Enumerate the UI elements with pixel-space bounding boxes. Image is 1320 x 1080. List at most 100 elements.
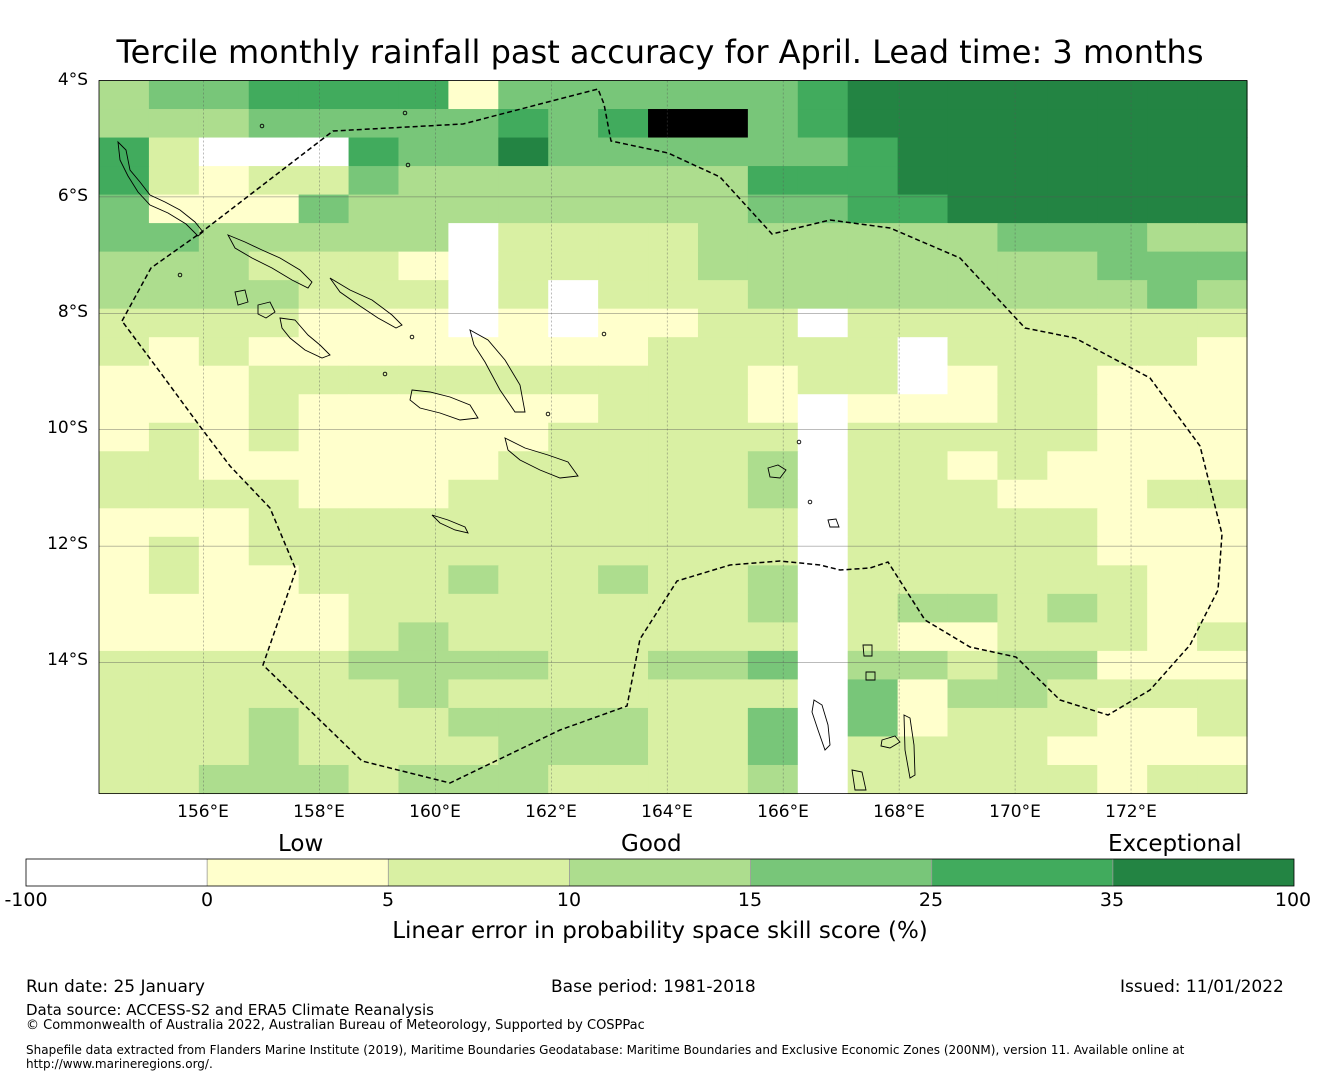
skill-cell (847, 422, 899, 452)
skill-cell (148, 223, 200, 253)
skill-cell (997, 80, 1048, 110)
skill-cell (947, 479, 999, 509)
skill-cell (1197, 166, 1248, 196)
skill-cell (498, 80, 549, 110)
skill-cell (648, 679, 699, 709)
skill-cell (648, 565, 699, 595)
skill-cell (797, 251, 849, 281)
skill-cell (797, 593, 849, 623)
skill-cell (997, 280, 1048, 310)
skill-cell (1147, 137, 1198, 167)
skill-cell (398, 707, 449, 738)
copyright: © Commonwealth of Australia 2022, Austra… (26, 1018, 645, 1033)
island-outline (903, 714, 916, 779)
small-island (382, 371, 388, 377)
skill-cell (598, 166, 649, 196)
skill-cell (897, 166, 949, 196)
island-outline (227, 234, 313, 289)
skill-cell (1047, 280, 1098, 310)
skill-cell (897, 422, 949, 452)
skill-cell (99, 337, 150, 367)
skill-cell (1047, 508, 1098, 538)
island-outline (279, 317, 331, 359)
skill-cell (697, 764, 749, 795)
skill-cell (548, 536, 599, 566)
skill-cell (997, 565, 1048, 595)
skill-cell (198, 365, 250, 395)
skill-cell (448, 536, 499, 566)
skill-cell (847, 337, 899, 367)
skill-cell (448, 736, 499, 766)
skill-cell (1197, 251, 1248, 281)
colorbar-tick: 25 (918, 889, 944, 911)
skill-cell (1197, 394, 1248, 424)
skill-cell (1147, 80, 1198, 110)
skill-cell (148, 593, 200, 623)
skill-cell (747, 337, 799, 367)
skill-cell (747, 764, 799, 795)
skill-cell (897, 736, 949, 766)
skill-cell (747, 622, 799, 652)
skill-cell (648, 508, 699, 538)
skill-cell (448, 308, 499, 338)
skill-cell (198, 394, 250, 424)
skill-cell (648, 736, 699, 766)
skill-cell (1197, 650, 1248, 681)
skill-cell (648, 593, 699, 623)
skill-cell (248, 337, 300, 367)
skill-cell (1047, 736, 1098, 766)
lat-label-4s: 4°S (57, 70, 88, 90)
skill-cell (1197, 137, 1248, 167)
lon-label-166e: 166°E (757, 802, 809, 822)
skill-cell (897, 536, 949, 566)
skill-cell (797, 80, 849, 110)
skill-cell (747, 109, 799, 139)
skill-cell (1147, 508, 1198, 538)
skill-cell (148, 451, 200, 481)
skill-cell (498, 479, 549, 509)
skill-cell (997, 166, 1048, 196)
skill-cell (747, 365, 799, 395)
skill-cell (99, 479, 150, 509)
skill-cell (1047, 622, 1098, 652)
skill-cell (99, 622, 150, 652)
lon-label-168e: 168°E (873, 802, 925, 822)
skill-cell (897, 679, 949, 709)
island-outline (811, 699, 831, 751)
skill-cell (248, 166, 300, 196)
skill-cell (598, 80, 649, 110)
skill-cell (697, 679, 749, 709)
skill-cell (897, 707, 949, 738)
skill-cell (398, 251, 449, 281)
skill-cell (148, 394, 200, 424)
island-outline (862, 644, 873, 657)
skill-cell (1147, 280, 1198, 310)
skill-cell (398, 679, 449, 709)
colorbar-tick: -100 (4, 889, 48, 911)
skill-cell (598, 109, 649, 139)
skill-cell (598, 280, 649, 310)
skill-cell (897, 508, 949, 538)
skill-cell (847, 109, 899, 139)
skill-cell (797, 137, 849, 167)
skill-cell (99, 194, 150, 224)
skill-cell (298, 451, 350, 481)
skill-cell (847, 593, 899, 623)
skill-cell (548, 479, 599, 509)
small-island (259, 123, 265, 129)
skill-cell (99, 650, 150, 681)
skill-cell (298, 80, 350, 110)
skill-cell (398, 593, 449, 623)
skill-cell (248, 394, 300, 424)
skill-cell (1097, 479, 1148, 509)
skill-cell (1197, 422, 1248, 452)
skill-cell (1197, 479, 1248, 509)
skill-cell (897, 451, 949, 481)
skill-cell (548, 166, 599, 196)
skill-cell (348, 650, 400, 681)
skill-cell (697, 394, 749, 424)
skill-cell (498, 593, 549, 623)
skill-cell (747, 593, 799, 623)
lon-label-172e: 172°E (1105, 802, 1157, 822)
